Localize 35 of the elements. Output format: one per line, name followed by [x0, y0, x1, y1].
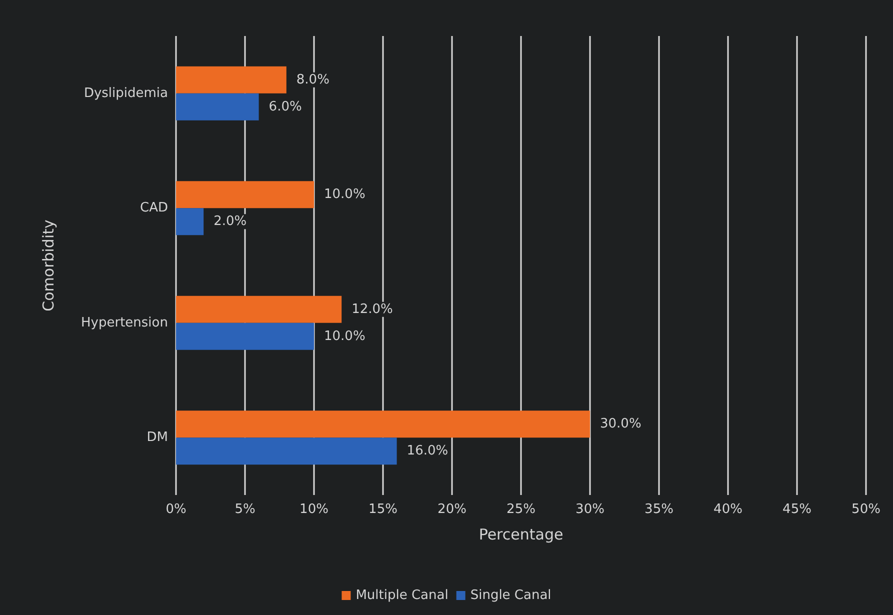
data-label: 8.0% — [296, 72, 330, 88]
bar — [176, 208, 204, 236]
y-axis-title: Comorbidity — [40, 220, 58, 312]
legend-label: Single Canal — [470, 588, 552, 603]
data-label: 10.0% — [324, 328, 366, 344]
y-tick-label: Dyslipidemia — [84, 86, 168, 101]
y-tick-label: DM — [146, 430, 168, 446]
x-tick-label: 5% — [234, 502, 256, 517]
bar — [176, 410, 590, 438]
x-tick-label: 35% — [644, 502, 674, 517]
y-tick-label: CAD — [140, 200, 168, 216]
bar — [176, 181, 314, 208]
x-tick-label: 45% — [782, 502, 812, 517]
data-label: 16.0% — [406, 444, 448, 459]
data-label: 12.0% — [352, 302, 393, 317]
x-tick-label: 40% — [714, 502, 742, 517]
bar — [176, 93, 259, 120]
bar — [176, 322, 314, 350]
y-tick-label: Hypertension — [81, 315, 168, 330]
data-label: 2.0% — [214, 214, 247, 230]
data-label: 10.0% — [324, 187, 366, 202]
x-axis-title: Percentage — [478, 526, 564, 544]
bar — [176, 296, 342, 323]
x-tick-label: 20% — [438, 502, 466, 517]
bar — [176, 438, 397, 465]
legend-label: Multiple Canal — [356, 588, 448, 603]
x-tick-label: 50% — [852, 502, 880, 517]
bar — [176, 66, 286, 94]
x-tick-label: 15% — [368, 502, 398, 517]
x-tick-label: 10% — [300, 502, 328, 517]
x-tick-label: 25% — [506, 502, 536, 517]
data-label: 30.0% — [600, 416, 642, 432]
x-tick-label: 30% — [576, 502, 604, 517]
data-label: 6.0% — [268, 99, 302, 114]
x-tick-label: 0% — [166, 502, 186, 517]
